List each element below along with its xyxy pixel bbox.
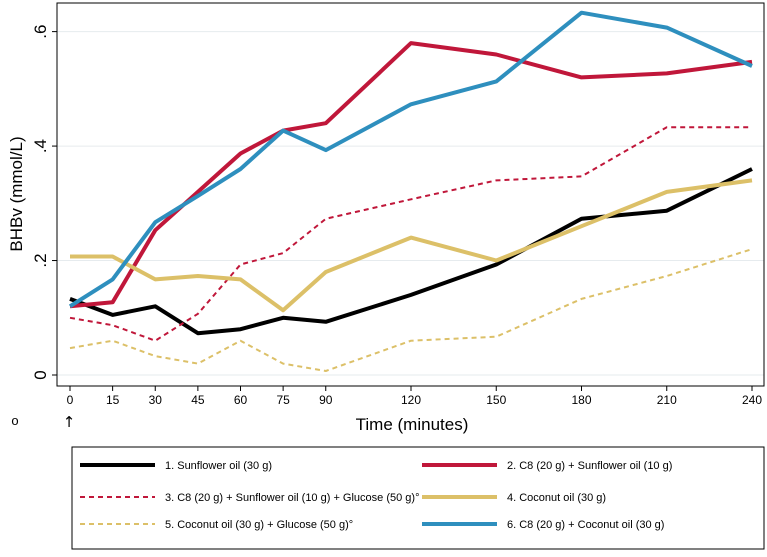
gridlines [57, 31, 764, 376]
legend-label-4: 4. Coconut oil (30 g) [507, 492, 606, 504]
series-line-6 [68, 10, 753, 308]
y-axis-label: BHBv (mmol/L) [7, 136, 26, 251]
series-line-3 [69, 126, 752, 342]
start-marker-arrow-icon: ↑ [63, 413, 76, 431]
footnote-symbol: o [11, 413, 18, 428]
y-tick-label: 0 [31, 370, 50, 379]
legend-label-2: 2. C8 (20 g) + Sunflower oil (10 g) [507, 460, 672, 472]
x-tick-label: 60 [234, 393, 248, 407]
series-lines [68, 10, 753, 372]
series-line-2 [69, 41, 753, 309]
x-tick-label: 0 [67, 393, 74, 407]
axis-labels: Time (minutes) BHBv (mmol/L) ↑ o [7, 136, 468, 434]
legend-box [71, 446, 765, 550]
x-tick-label: 240 [742, 393, 762, 407]
x-tick-label: 45 [191, 393, 205, 407]
axes: 0 .2 .4 .6 0 15 30 45 60 75 90 120 150 180 210 240 [31, 2, 765, 407]
y-tick-label: .2 [31, 253, 50, 267]
y-tick-label: .4 [31, 139, 50, 153]
x-tick-label: 120 [401, 393, 421, 407]
x-tick-label: 150 [486, 393, 506, 407]
legend-label-1: 1. Sunflower oil (30 g) [165, 460, 272, 472]
x-tick-label: 75 [276, 393, 290, 407]
legend-label-3: 3. C8 (20 g) + Sunflower oil (10 g) + Gl… [165, 492, 419, 504]
x-tick-label: 30 [149, 393, 163, 407]
x-tick-label: 15 [106, 393, 120, 407]
x-tick-label: 180 [571, 393, 591, 407]
x-axis-label: Time (minutes) [356, 415, 469, 434]
x-tick-label: 90 [319, 393, 333, 407]
legend: 1. Sunflower oil (30 g) 2. C8 (20 g) + Su… [71, 446, 765, 550]
series-line-1 [69, 167, 753, 336]
series-line-4 [70, 178, 753, 313]
x-tick-label: 210 [657, 393, 677, 407]
legend-label-6: 6. C8 (20 g) + Coconut oil (30 g) [507, 519, 664, 531]
y-tick-label: .6 [31, 25, 50, 39]
legend-label-5: 5. Coconut oil (30 g) + Glucose (50 g)° [165, 519, 353, 531]
series-line-5 [69, 248, 753, 372]
